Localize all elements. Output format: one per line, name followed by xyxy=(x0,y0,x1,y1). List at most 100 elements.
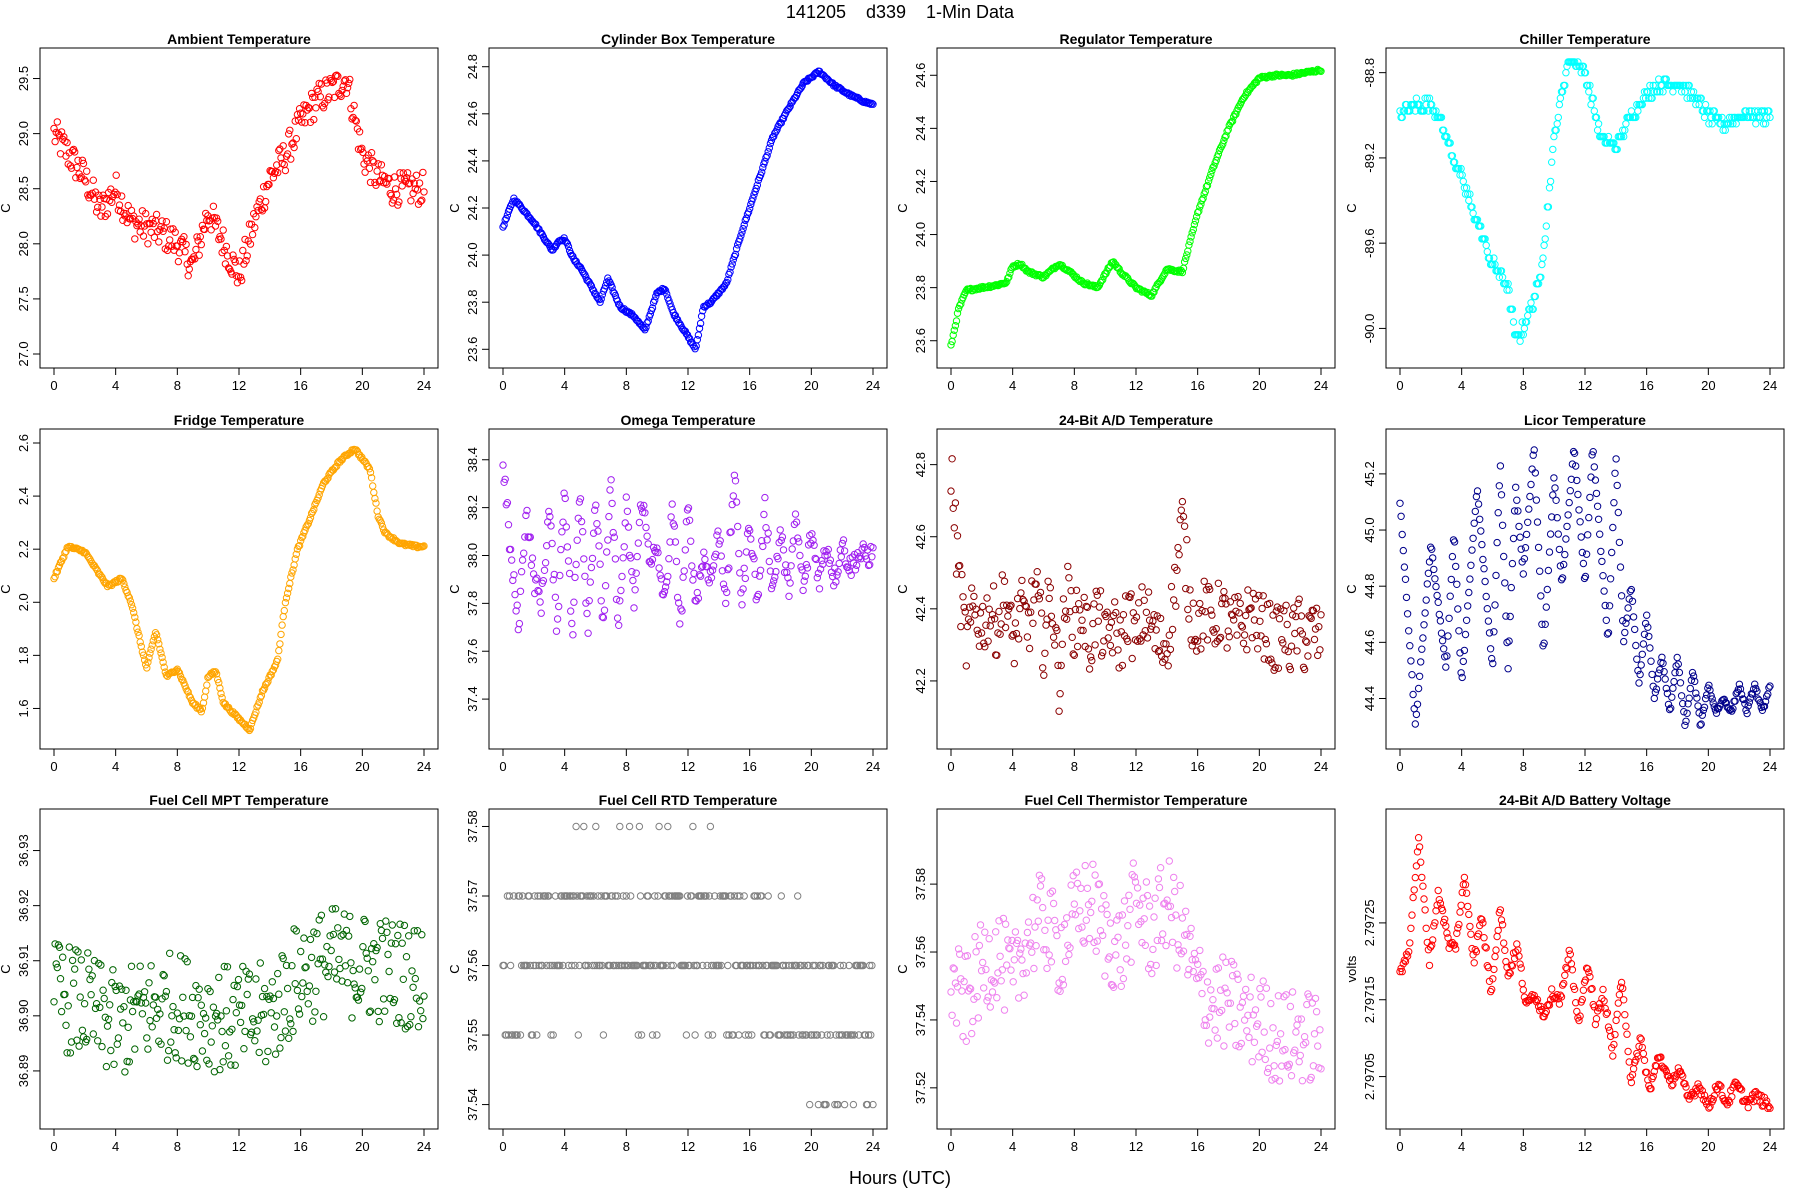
data-point xyxy=(643,319,651,327)
data-point xyxy=(1492,946,1500,954)
data-point xyxy=(1202,1021,1211,1030)
data-point xyxy=(697,312,706,320)
y-tick-label: 2.79725 xyxy=(1362,899,1377,946)
data-point xyxy=(245,726,254,735)
data-point xyxy=(838,1031,847,1039)
data-point xyxy=(836,546,844,554)
data-point xyxy=(672,557,681,566)
data-point xyxy=(1056,987,1064,995)
data-point xyxy=(1586,973,1594,981)
data-point xyxy=(1633,655,1641,663)
data-point xyxy=(748,1031,756,1039)
data-point xyxy=(118,985,126,993)
data-point xyxy=(951,322,960,330)
data-point xyxy=(954,945,963,953)
data-point xyxy=(608,892,616,900)
data-point xyxy=(959,593,967,601)
y-tick-label: 2.0 xyxy=(16,593,31,611)
data-point xyxy=(1209,163,1217,172)
data-point xyxy=(1588,451,1596,459)
data-point xyxy=(1259,977,1267,985)
data-point xyxy=(517,568,526,576)
data-point xyxy=(1456,908,1464,916)
data-point xyxy=(555,602,563,611)
data-point xyxy=(1097,276,1106,285)
data-point xyxy=(549,1031,557,1039)
data-point xyxy=(767,584,776,593)
data-point xyxy=(766,1031,775,1039)
y-tick-label: 37.54 xyxy=(913,1004,928,1037)
data-point xyxy=(397,1019,405,1027)
data-point xyxy=(147,645,155,653)
data-point xyxy=(1013,936,1022,945)
data-point xyxy=(759,163,767,172)
data-point xyxy=(174,1026,183,1035)
data-point xyxy=(984,993,992,1001)
data-point xyxy=(1431,575,1439,583)
data-point xyxy=(1398,530,1406,539)
data-point xyxy=(823,1031,831,1039)
x-tick-label: 8 xyxy=(1071,759,1078,774)
data-point xyxy=(1077,884,1085,892)
data-point xyxy=(394,201,402,209)
data-point xyxy=(960,603,968,612)
data-point xyxy=(844,563,852,572)
data-point xyxy=(124,1023,132,1032)
data-point xyxy=(1426,943,1435,951)
panel-title: Fridge Temperature xyxy=(174,412,305,428)
y-tick-label: 28.0 xyxy=(16,231,31,256)
data-point xyxy=(50,998,58,1006)
data-point xyxy=(738,228,746,236)
y-tick-label: 37.55 xyxy=(465,1019,480,1052)
data-point xyxy=(681,546,689,554)
data-point xyxy=(209,202,218,211)
data-point xyxy=(610,533,618,541)
data-point xyxy=(851,566,860,574)
data-point xyxy=(1639,640,1648,648)
data-point xyxy=(1582,550,1591,558)
data-point xyxy=(360,915,368,924)
data-point xyxy=(119,1019,127,1027)
x-tick-label: 4 xyxy=(112,759,119,774)
data-point xyxy=(592,501,600,509)
data-point xyxy=(716,892,724,900)
data-point xyxy=(861,1031,870,1039)
data-point xyxy=(729,1031,737,1039)
data-point xyxy=(1502,612,1510,620)
data-point xyxy=(195,985,203,993)
data-point xyxy=(399,975,407,983)
data-point xyxy=(50,124,58,133)
data-point xyxy=(1279,639,1287,647)
data-point xyxy=(1184,247,1192,255)
data-point xyxy=(1272,607,1281,615)
y-tick-label: 37.58 xyxy=(465,810,480,843)
data-point xyxy=(572,822,580,831)
data-point xyxy=(1550,132,1558,141)
panel-title: Licor Temperature xyxy=(1524,412,1646,428)
data-point xyxy=(1049,899,1058,908)
data-point xyxy=(51,137,59,146)
x-tick-label: 16 xyxy=(1639,759,1653,774)
data-point xyxy=(279,954,287,963)
data-point xyxy=(1398,967,1406,976)
x-tick-label: 4 xyxy=(1458,759,1465,774)
x-tick-label: 4 xyxy=(112,1139,119,1154)
data-point xyxy=(1187,924,1195,933)
data-point xyxy=(976,609,985,617)
data-point xyxy=(147,962,155,970)
data-point xyxy=(730,892,739,900)
data-point xyxy=(854,549,862,557)
data-point xyxy=(65,943,74,951)
data-point xyxy=(420,188,428,196)
data-point xyxy=(377,161,386,169)
data-point xyxy=(1077,626,1085,634)
data-point xyxy=(669,961,677,970)
data-point xyxy=(1643,611,1651,619)
data-point xyxy=(1179,512,1188,521)
data-point xyxy=(1766,113,1774,122)
data-point xyxy=(1697,94,1705,102)
data-point xyxy=(1431,919,1439,927)
data-point xyxy=(1443,929,1451,937)
